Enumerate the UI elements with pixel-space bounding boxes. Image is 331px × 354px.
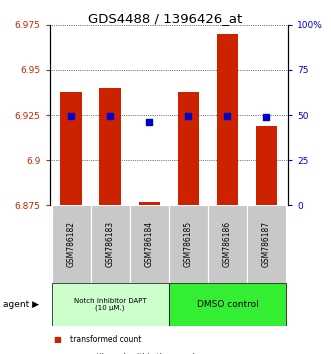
Bar (99, 88, 121, 205)
Text: GSM786184: GSM786184 (145, 221, 154, 267)
Text: ■: ■ (53, 335, 61, 344)
Point (186, 113, 191, 119)
Text: percentile rank within the sample: percentile rank within the sample (70, 353, 199, 354)
Bar (208, 205, 247, 283)
Text: GDS4488 / 1396426_at: GDS4488 / 1396426_at (88, 12, 243, 25)
Text: GSM786183: GSM786183 (106, 221, 115, 267)
Text: DMSO control: DMSO control (197, 300, 258, 309)
Bar (130, 205, 169, 283)
Text: GSM786186: GSM786186 (223, 221, 232, 267)
Text: agent ▶: agent ▶ (3, 300, 39, 309)
Bar (169, 205, 208, 283)
Text: GSM786187: GSM786187 (262, 221, 271, 267)
Point (264, 114, 269, 120)
Bar (52, 205, 91, 283)
Text: GSM786185: GSM786185 (184, 221, 193, 267)
Text: GSM786182: GSM786182 (67, 221, 76, 267)
Bar (217, 34, 238, 205)
Point (69, 113, 74, 119)
Bar (52, 283, 169, 326)
Text: transformed count: transformed count (70, 335, 141, 344)
Bar (247, 205, 286, 283)
Text: ■: ■ (53, 353, 61, 354)
Text: Notch inhibitor DAPT
(10 μM.): Notch inhibitor DAPT (10 μM.) (74, 298, 147, 311)
Bar (178, 92, 199, 205)
Bar (169, 283, 286, 326)
Bar (60, 92, 82, 205)
Bar (256, 126, 277, 205)
Point (225, 113, 230, 119)
Bar (139, 202, 160, 205)
Point (147, 119, 152, 125)
Point (108, 113, 113, 119)
Bar (91, 205, 130, 283)
